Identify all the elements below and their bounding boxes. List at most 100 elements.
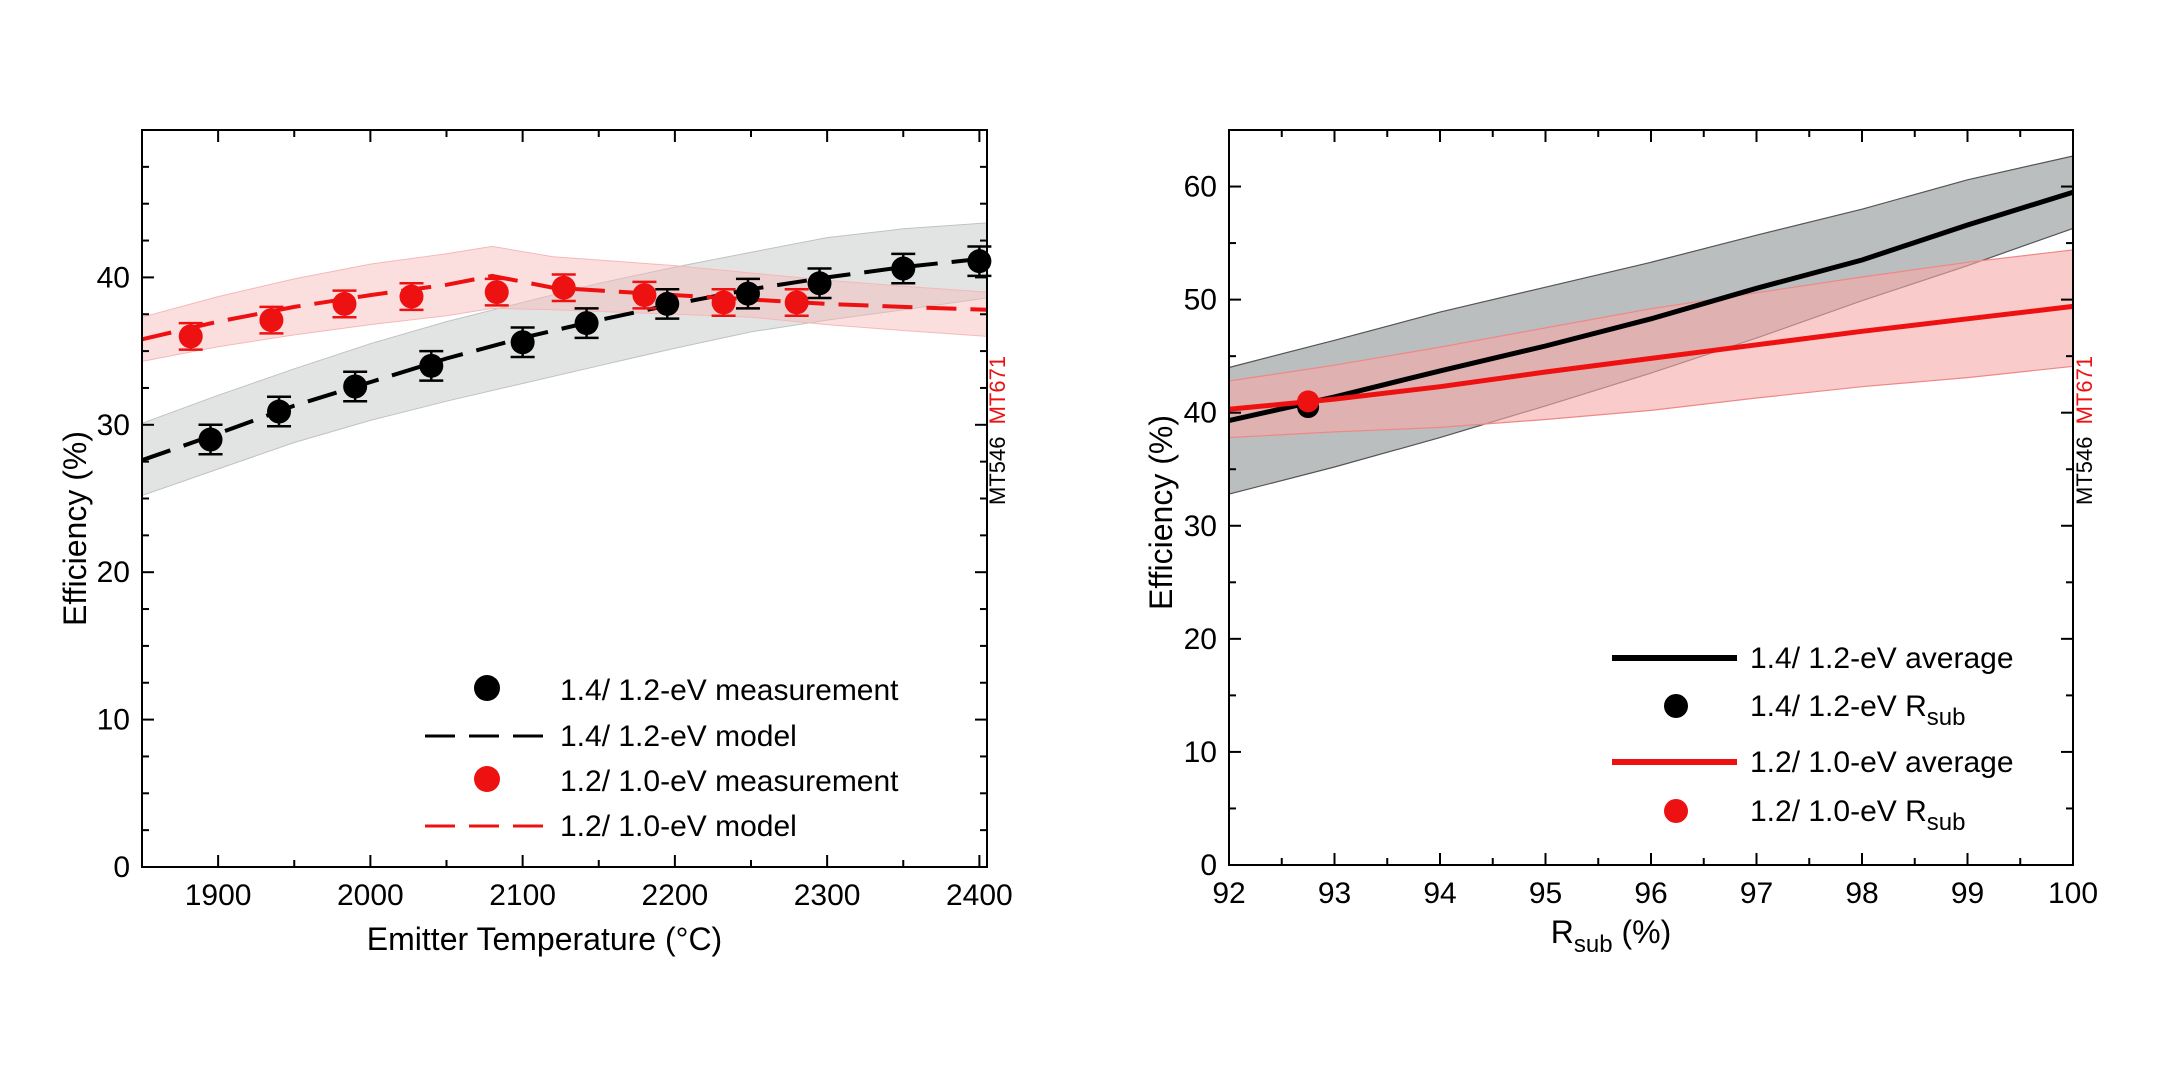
x-tick-label: 2300 bbox=[794, 879, 861, 912]
x-tick-label: 2000 bbox=[337, 879, 404, 912]
legend-marker-red-rsub bbox=[1664, 799, 1688, 823]
x-tick-label: 98 bbox=[1845, 877, 1878, 910]
legend-label: 1.4/ 1.2-eV average bbox=[1750, 642, 2014, 675]
side-label-mt546: MT546 bbox=[985, 437, 1010, 505]
tick-labels: 92 93 94 95 96 97 98 99 100 0 10 20 30 40 50 60 bbox=[1184, 171, 2098, 910]
y-axis-label: Efficiency (%) bbox=[1143, 415, 1179, 610]
x-tick-label: 2200 bbox=[642, 879, 709, 912]
data-point bbox=[551, 275, 576, 300]
data-point bbox=[711, 290, 736, 315]
x-tick-label: 93 bbox=[1318, 877, 1351, 910]
data-point bbox=[510, 330, 535, 355]
rsub-points bbox=[1297, 390, 1320, 419]
x-axis-label-unit: (%) bbox=[1613, 914, 1672, 950]
measurement-point bbox=[399, 282, 424, 312]
model-bands bbox=[141, 222, 988, 497]
measurement-point bbox=[655, 287, 680, 320]
y-tick-label: 10 bbox=[1184, 736, 1217, 769]
legend-marker-black-rsub bbox=[1664, 694, 1688, 718]
legend-label-main: 1.2/ 1.0-eV R bbox=[1750, 795, 1927, 828]
data-point bbox=[267, 399, 292, 424]
data-point bbox=[484, 280, 509, 305]
x-tick-label: 92 bbox=[1212, 877, 1245, 910]
legend-label: 1.2/ 1.0-eV Rsub bbox=[1750, 795, 1965, 836]
legend: 1.4/ 1.2-eV average 1.4/ 1.2-eV Rsub 1.2… bbox=[1612, 642, 2014, 836]
measurement-point bbox=[419, 349, 444, 382]
x-tick-label: 1900 bbox=[185, 879, 252, 912]
data-point bbox=[574, 311, 599, 336]
measurement-point bbox=[711, 287, 736, 317]
tick-labels: 1900 2000 2100 2200 2300 2400 0 10 20 30 40 bbox=[97, 261, 1013, 912]
legend-label-main: 1.4/ 1.2-eV R bbox=[1750, 690, 1927, 723]
measurement-point bbox=[332, 289, 357, 319]
measurement-point bbox=[198, 423, 223, 456]
data-point bbox=[178, 324, 203, 349]
measurement-point bbox=[574, 307, 599, 340]
y-tick-label: 40 bbox=[97, 261, 130, 294]
data-point bbox=[343, 374, 368, 399]
average-line bbox=[1228, 189, 2074, 424]
measurement-point bbox=[510, 326, 535, 359]
y-tick-label: 40 bbox=[1184, 397, 1217, 430]
measurement-point bbox=[784, 287, 809, 317]
x-tick-label: 95 bbox=[1529, 877, 1562, 910]
average-lines bbox=[1228, 189, 2074, 424]
legend-label: 1.4/ 1.2-eV model bbox=[560, 720, 797, 753]
data-point bbox=[735, 281, 760, 306]
y-tick-label: 0 bbox=[113, 851, 130, 884]
x-axis-label: Emitter Temperature (°C) bbox=[367, 921, 722, 957]
x-axis-label-subscript: sub bbox=[1574, 931, 1613, 958]
measurement-point bbox=[178, 321, 203, 351]
y-tick-label: 60 bbox=[1184, 171, 1217, 204]
legend-marker-black-measurement bbox=[474, 675, 500, 701]
measurement-point bbox=[551, 273, 576, 303]
average-bands bbox=[1228, 155, 2074, 495]
chart-rsub: 92 93 94 95 96 97 98 99 100 0 10 20 30 40 50 60 Rsub (%… bbox=[1143, 129, 2098, 958]
y-tick-label: 30 bbox=[1184, 510, 1217, 543]
data-point bbox=[967, 249, 992, 274]
measurement-points bbox=[178, 245, 992, 456]
data-point bbox=[198, 427, 223, 452]
side-label: MT546 MT671 bbox=[985, 356, 1010, 505]
y-tick-label: 30 bbox=[97, 409, 130, 442]
legend-label-subscript: sub bbox=[1927, 809, 1966, 836]
data-point bbox=[655, 291, 680, 316]
legend-label-subscript: sub bbox=[1927, 704, 1966, 731]
measurement-point bbox=[259, 305, 284, 335]
x-tick-label: 99 bbox=[1951, 877, 1984, 910]
x-tick-label: 96 bbox=[1634, 877, 1667, 910]
data-point bbox=[332, 291, 357, 316]
side-label: MT546 MT671 bbox=[2072, 356, 2097, 505]
model-line bbox=[141, 273, 988, 342]
legend-label: 1.4/ 1.2-eV measurement bbox=[560, 674, 899, 707]
x-tick-label: 94 bbox=[1423, 877, 1456, 910]
legend-label-main: 1.4/ 1.2-eV average bbox=[1750, 642, 2014, 675]
data-point bbox=[419, 353, 444, 378]
average-line bbox=[1228, 303, 2074, 412]
legend-label-main: 1.2/ 1.0-eV average bbox=[1750, 746, 2014, 779]
x-tick-label: 100 bbox=[2048, 877, 2098, 910]
measurement-point bbox=[632, 280, 657, 310]
data-point bbox=[784, 290, 809, 315]
data-point bbox=[1297, 390, 1320, 413]
data-point bbox=[891, 256, 916, 281]
legend-marker-red-measurement bbox=[474, 766, 500, 792]
data-point bbox=[807, 271, 832, 296]
side-label-mt546: MT546 bbox=[2072, 437, 2097, 505]
x-tick-label: 2100 bbox=[489, 879, 556, 912]
x-axis-label-main: R bbox=[1551, 914, 1574, 950]
measurement-point bbox=[891, 252, 916, 285]
x-tick-label: 97 bbox=[1740, 877, 1773, 910]
measurement-point bbox=[267, 395, 292, 428]
legend-label: 1.2/ 1.0-eV measurement bbox=[560, 765, 899, 798]
measurement-point bbox=[343, 370, 368, 403]
measurement-point bbox=[735, 277, 760, 310]
side-label-mt671: MT671 bbox=[2072, 356, 2097, 424]
x-tick-label: 2400 bbox=[946, 879, 1013, 912]
axis-ticks bbox=[141, 129, 987, 868]
y-tick-label: 10 bbox=[97, 704, 130, 737]
y-tick-label: 20 bbox=[97, 556, 130, 589]
x-axis-label: Rsub (%) bbox=[1551, 914, 1671, 958]
